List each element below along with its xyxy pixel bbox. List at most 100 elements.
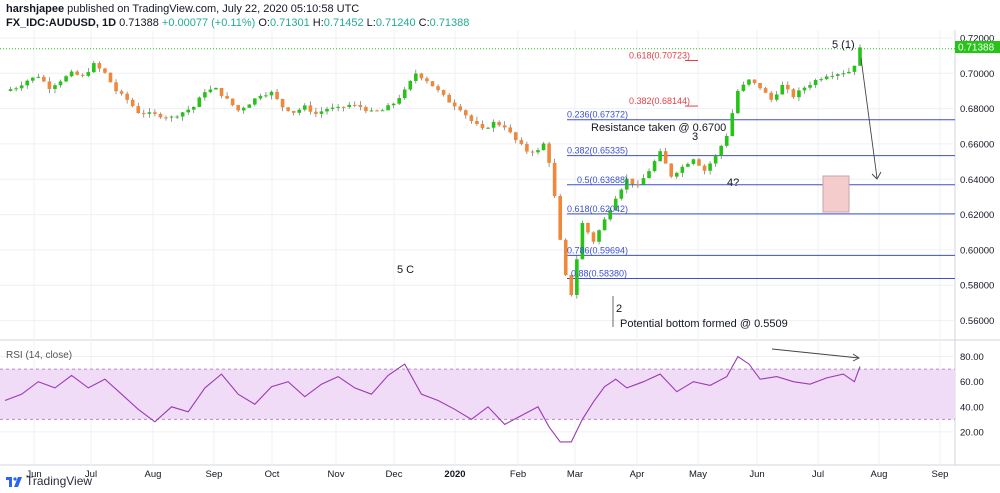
- candle-body: [558, 196, 562, 240]
- candle-body: [130, 99, 135, 107]
- candle-body: [591, 232, 596, 242]
- candle-body: [502, 125, 507, 128]
- tradingview-logo-icon: [6, 477, 22, 487]
- rsi-title[interactable]: RSI (14, close): [6, 350, 72, 361]
- candle-body: [341, 106, 346, 108]
- candle-body: [752, 79, 757, 83]
- candle-body: [358, 105, 363, 108]
- price-axis-tick: 0.70000: [960, 69, 994, 80]
- candle-body: [364, 107, 368, 112]
- time-axis-tick: Nov: [328, 469, 345, 480]
- candle-body: [780, 84, 785, 95]
- candle-body: [719, 145, 724, 156]
- last-price-tag-text: 0.71388: [958, 43, 995, 54]
- candle-body: [475, 120, 479, 125]
- price-axis-tick: 0.60000: [960, 245, 994, 256]
- candle-body: [730, 113, 735, 136]
- price-axis[interactable]: 0.72000 0.70000 0.68000 0.66000 0.64000 0.620…: [960, 33, 994, 327]
- wave-3-label: 3: [692, 131, 698, 143]
- candle-body: [713, 155, 718, 164]
- candle-body: [297, 109, 302, 113]
- price-axis-tick: 0.62000: [960, 210, 994, 221]
- wave-2-label: 2: [616, 303, 622, 315]
- candle-body: [125, 93, 129, 100]
- candle-body: [547, 143, 551, 163]
- candle-body: [36, 76, 41, 78]
- fib-label-088: 0.88(0.58380): [571, 269, 627, 279]
- candle-body: [430, 81, 435, 87]
- candle-body: [464, 110, 468, 116]
- candle-body: [480, 124, 485, 129]
- candle-body: [42, 76, 46, 82]
- candle-body: [625, 178, 629, 190]
- time-axis-tick: Aug: [145, 469, 162, 480]
- candle-body: [336, 106, 340, 108]
- candle-body: [25, 80, 30, 86]
- candle-body: [114, 82, 118, 92]
- open-value: 0.71301: [269, 17, 310, 29]
- candle-body: [314, 111, 318, 114]
- candle-body: [53, 85, 57, 89]
- candle-body: [791, 89, 796, 98]
- candle-body: [702, 165, 707, 171]
- candle-body: [253, 98, 257, 105]
- candle-body: [286, 107, 290, 111]
- candle-body: [258, 95, 263, 99]
- time-axis[interactable]: Jun Jul Aug Sep Oct Nov Dec 2020 Feb Mar Apr May Jun…: [26, 469, 948, 480]
- candle-body: [847, 71, 851, 74]
- rsi-divergence-arrow[interactable]: [771, 348, 860, 359]
- candle-body: [47, 81, 52, 89]
- rsi-axis-tick: 40.00: [960, 402, 984, 413]
- wave-4-label: 4?: [727, 177, 739, 189]
- candle-body: [697, 159, 701, 166]
- candle-body: [669, 163, 674, 177]
- time-axis-tick: Sep: [932, 469, 949, 480]
- candle-body: [19, 85, 24, 89]
- candle-body: [741, 84, 746, 91]
- price-axis-tick: 0.66000: [960, 139, 994, 150]
- rsi-axis-tick: 20.00: [960, 427, 984, 438]
- candle-body: [774, 94, 779, 100]
- candle-body: [613, 198, 618, 211]
- candle-body: [264, 95, 268, 97]
- candle-body: [30, 77, 35, 81]
- symbol-label[interactable]: FX_IDC:AUDUSD, 1D: [6, 17, 117, 29]
- candle-body: [763, 88, 768, 93]
- candle-body: [647, 171, 651, 179]
- publisher-line: harshjapee published on TradingView.com,…: [6, 3, 359, 15]
- candle-body: [186, 109, 191, 113]
- fibonacci-levels: [567, 60, 955, 280]
- candle-body: [408, 80, 413, 90]
- high-label: H:: [312, 17, 324, 29]
- candle-body: [436, 86, 440, 91]
- footer-brand[interactable]: TradingView: [6, 474, 92, 488]
- candle-body: [108, 72, 113, 83]
- candle-body: [175, 116, 179, 118]
- time-axis-tick: Aug: [871, 469, 888, 480]
- price-axis-tick: 0.68000: [960, 104, 994, 115]
- candles: [8, 44, 862, 299]
- price-axis-tick: 0.56000: [960, 316, 994, 327]
- candle-body: [8, 89, 13, 91]
- candle-body: [58, 81, 63, 86]
- candle-body: [674, 172, 679, 177]
- time-axis-tick: 2020: [444, 469, 465, 480]
- candle-body: [214, 88, 218, 90]
- candle-body: [397, 98, 401, 104]
- target-zone-box[interactable]: [822, 175, 850, 213]
- projection-arrow[interactable]: [860, 57, 878, 179]
- rsi-axis[interactable]: 80.00 60.00 40.00 20.00: [960, 352, 984, 438]
- candle-body: [391, 103, 396, 106]
- candle-body: [269, 91, 274, 96]
- candle-body: [852, 65, 857, 72]
- candle-body: [452, 102, 457, 107]
- candle-body: [786, 84, 790, 90]
- candle-body: [219, 88, 224, 96]
- candle-body: [458, 106, 463, 111]
- candle-body: [586, 223, 590, 233]
- candle-body: [552, 162, 557, 197]
- rsi-divergence-arrow-head: [852, 353, 860, 362]
- projection-arrow-head: [871, 171, 882, 180]
- publisher-rest: published on TradingView.com, July 22, 2…: [64, 3, 360, 15]
